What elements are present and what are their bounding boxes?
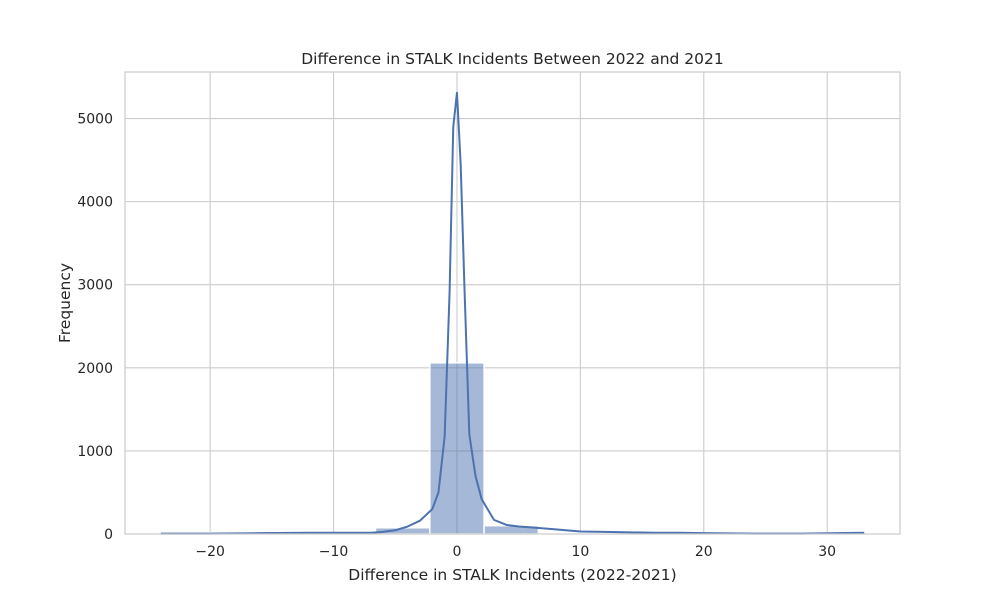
x-tick-label: 10 bbox=[571, 544, 589, 560]
x-axis-ticks: −20 −10 0 10 20 30 bbox=[195, 544, 836, 560]
x-tick-label: −20 bbox=[195, 544, 225, 560]
x-tick-label: 30 bbox=[818, 544, 836, 560]
y-tick-label: 0 bbox=[104, 527, 113, 543]
y-tick-label: 3000 bbox=[77, 278, 113, 294]
kde-curve bbox=[160, 91, 865, 535]
y-axis-label: Frequency bbox=[56, 263, 74, 343]
x-tick-label: 0 bbox=[453, 544, 462, 560]
y-tick-label: 5000 bbox=[77, 112, 113, 128]
y-tick-label: 2000 bbox=[77, 361, 113, 377]
x-tick-label: 20 bbox=[695, 544, 713, 560]
x-axis-label: Difference in STALK Incidents (2022-2021… bbox=[348, 566, 676, 584]
histogram-bars bbox=[160, 362, 862, 535]
y-tick-label: 1000 bbox=[77, 444, 113, 460]
y-tick-label: 4000 bbox=[77, 195, 113, 211]
chart-title: Difference in STALK Incidents Between 20… bbox=[301, 50, 723, 68]
kde-curve-group bbox=[160, 91, 865, 535]
y-axis-ticks: 0 1000 2000 3000 4000 5000 bbox=[77, 112, 113, 543]
plot-frame bbox=[124, 71, 901, 535]
x-tick-label: −10 bbox=[319, 544, 349, 560]
histogram-bar bbox=[429, 362, 485, 535]
grid-lines bbox=[125, 72, 900, 535]
